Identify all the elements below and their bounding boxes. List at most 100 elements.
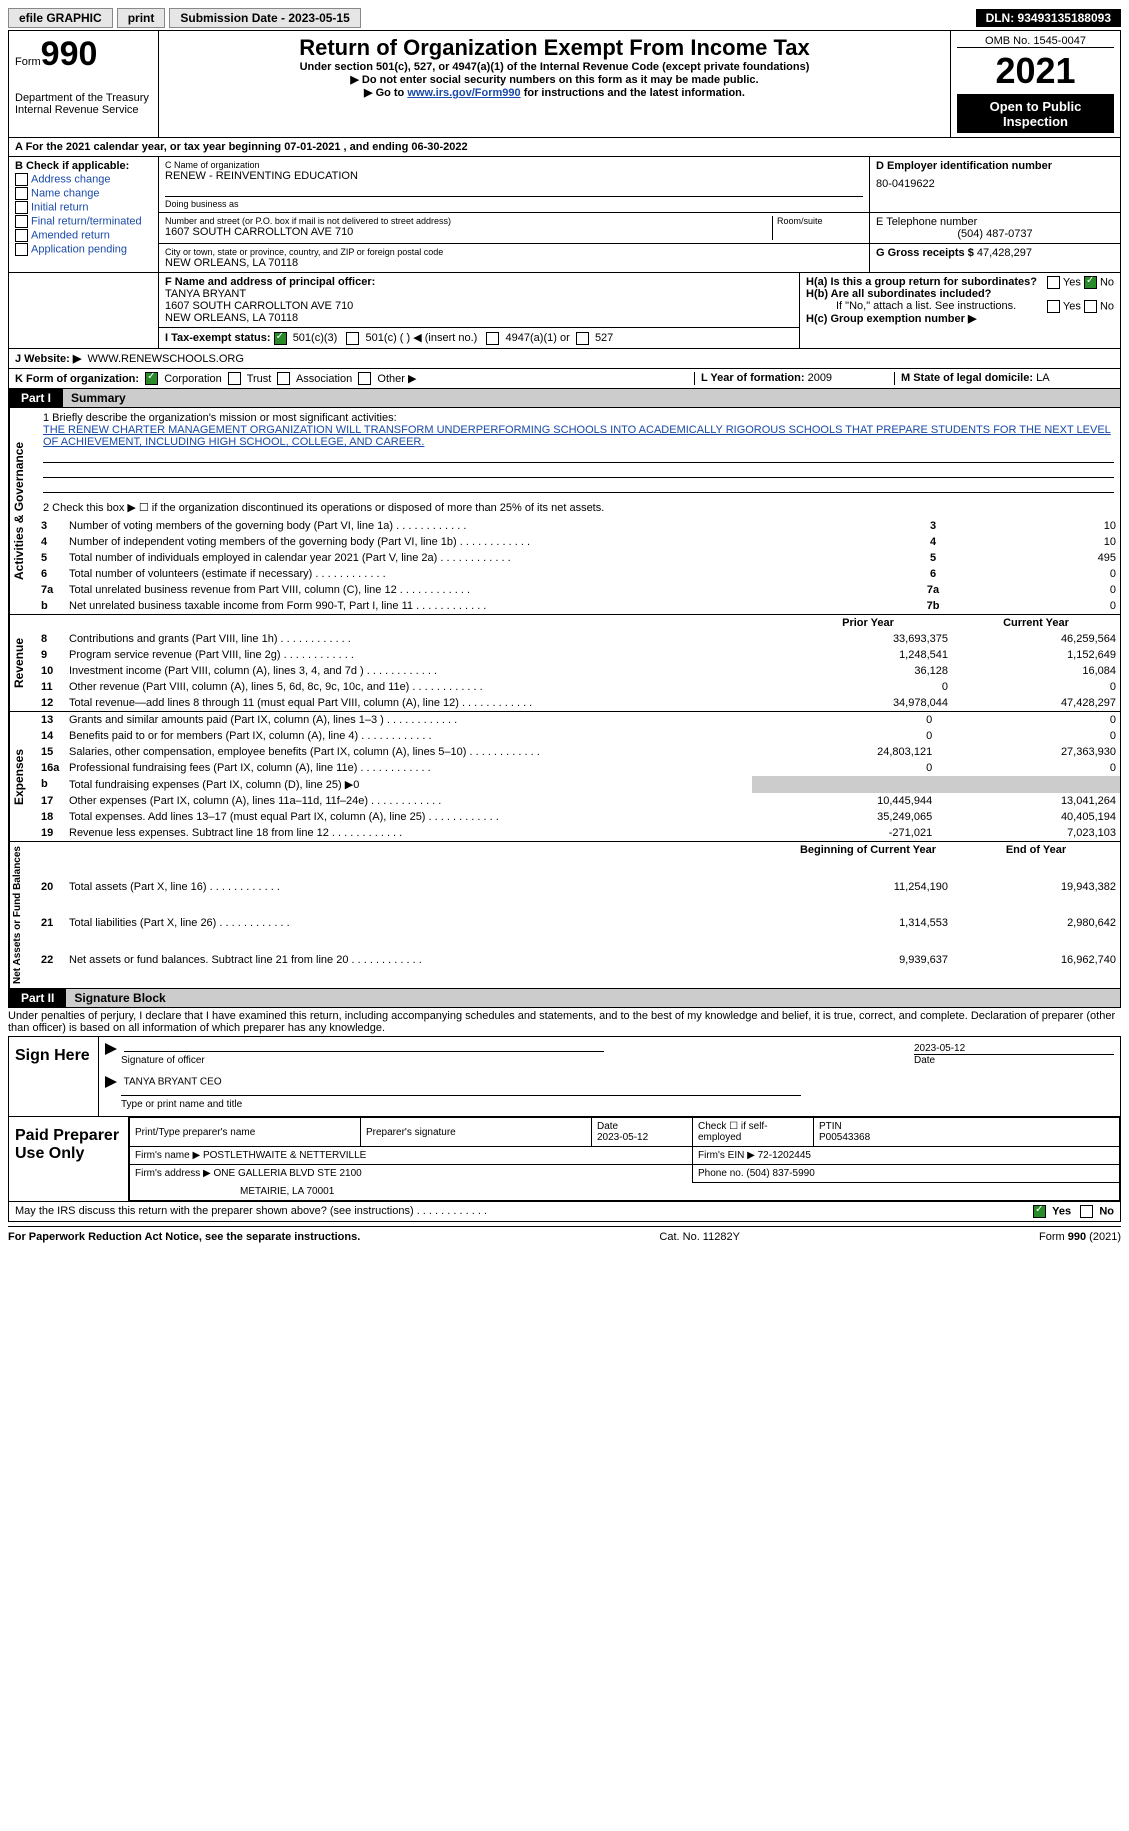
- box-f-label: F Name and address of principal officer:: [165, 276, 375, 288]
- summary-row: 14 Benefits paid to or for members (Part…: [37, 728, 1120, 744]
- checkbox-icon[interactable]: [576, 332, 589, 345]
- checkbox-icon[interactable]: [277, 372, 290, 385]
- preparer-label: Paid Preparer Use Only: [9, 1117, 129, 1201]
- website-value: WWW.RENEWSCHOOLS.ORG: [87, 353, 243, 365]
- summary-row: 19 Revenue less expenses. Subtract line …: [37, 825, 1120, 841]
- box-d-label: D Employer identification number: [876, 160, 1052, 172]
- penalties-text: Under penalties of perjury, I declare th…: [8, 1008, 1121, 1036]
- firm-addr: ONE GALLERIA BLVD STE 2100: [214, 1168, 362, 1179]
- org-name: RENEW - REINVENTING EDUCATION: [165, 170, 863, 182]
- firm-ein: 72-1202445: [758, 1150, 811, 1161]
- top-bar: efile GRAPHIC print Submission Date - 20…: [8, 8, 1121, 28]
- summary-row: 20 Total assets (Part X, line 16) 11,254…: [37, 879, 1120, 916]
- identity-block: B Check if applicable: Address change Na…: [8, 157, 1121, 273]
- checkbox-icon[interactable]: [1084, 300, 1097, 313]
- sig-officer-label: Signature of officer: [121, 1055, 205, 1066]
- checkbox-icon[interactable]: [15, 201, 28, 214]
- chk-name: Name change: [31, 187, 100, 199]
- checkbox-icon[interactable]: [1080, 1205, 1093, 1218]
- box-g-label: G Gross receipts $: [876, 247, 974, 259]
- checkbox-icon[interactable]: [15, 215, 28, 228]
- goto-post: for instructions and the latest informat…: [521, 87, 745, 99]
- mission-text: THE RENEW CHARTER MANAGEMENT ORGANIZATIO…: [43, 424, 1111, 448]
- checkbox-icon[interactable]: [1047, 276, 1060, 289]
- summary-row: 5 Total number of individuals employed i…: [37, 550, 1120, 566]
- summary-row: 12 Total revenue—add lines 8 through 11 …: [37, 695, 1120, 711]
- summary-row: 6 Total number of volunteers (estimate i…: [37, 566, 1120, 582]
- goto-pre: ▶ Go to: [364, 87, 407, 99]
- part2-title: Signature Block: [66, 989, 1120, 1007]
- summary-row: 21 Total liabilities (Part X, line 26) 1…: [37, 915, 1120, 952]
- checkbox-icon[interactable]: [346, 332, 359, 345]
- year-formation: 2009: [808, 372, 832, 384]
- ha-label: H(a) Is this a group return for subordin…: [806, 276, 1037, 288]
- sig-date: 2023-05-12: [914, 1043, 965, 1054]
- sign-block: Sign Here Signature of officer 2023-05-1…: [8, 1036, 1121, 1117]
- box-k-label: K Form of organization:: [15, 373, 139, 385]
- summary-row: b Total fundraising expenses (Part IX, c…: [37, 776, 1120, 793]
- checkbox-icon[interactable]: [358, 372, 371, 385]
- rev-vlabel: Revenue: [9, 615, 37, 711]
- checkbox-icon[interactable]: [15, 243, 28, 256]
- sign-here-label: Sign Here: [9, 1037, 99, 1116]
- box-c-label: C Name of organization: [165, 160, 863, 170]
- prep-h4: Check ☐ if self-employed: [693, 1118, 814, 1147]
- box-b-title: B Check if applicable:: [15, 160, 129, 172]
- officer-name: TANYA BRYANT: [165, 288, 246, 300]
- efile-label: efile GRAPHIC: [8, 8, 113, 28]
- omb-number: OMB No. 1545-0047: [957, 35, 1114, 47]
- checkbox-icon[interactable]: [1084, 276, 1097, 289]
- expenses-section: Expenses 13 Grants and similar amounts p…: [8, 712, 1121, 842]
- chk-address: Address change: [31, 173, 111, 185]
- firm-name: POSTLETHWAITE & NETTERVILLE: [203, 1150, 366, 1161]
- form-number: 990: [41, 35, 98, 73]
- checkbox-icon[interactable]: [145, 372, 158, 385]
- governance-section: Activities & Governance 1 Briefly descri…: [8, 408, 1121, 615]
- summary-row: 8 Contributions and grants (Part VIII, l…: [37, 631, 1120, 647]
- checkbox-icon[interactable]: [1047, 300, 1060, 313]
- sig-date-label: Date: [914, 1055, 935, 1066]
- form990-link[interactable]: www.irs.gov/Form990: [407, 87, 520, 99]
- subtitle-1: Under section 501(c), 527, or 4947(a)(1)…: [165, 61, 944, 73]
- checkbox-icon[interactable]: [1033, 1205, 1046, 1218]
- officer-addr1: 1607 SOUTH CARROLLTON AVE 710: [165, 300, 353, 312]
- addr-label: Number and street (or P.O. box if mail i…: [165, 216, 768, 226]
- print-button[interactable]: print: [117, 8, 166, 28]
- form-label: Form: [15, 56, 41, 68]
- hb-label: H(b) Are all subordinates included?: [806, 288, 991, 300]
- q2-label: 2 Check this box ▶ ☐ if the organization…: [37, 497, 1120, 518]
- prep-h2: Preparer's signature: [361, 1118, 592, 1147]
- checkbox-icon[interactable]: [274, 332, 287, 345]
- summary-row: 13 Grants and similar amounts paid (Part…: [37, 712, 1120, 728]
- netassets-section: Net Assets or Fund Balances Beginning of…: [8, 842, 1121, 989]
- checkbox-icon[interactable]: [486, 332, 499, 345]
- part1-title: Summary: [63, 389, 1120, 407]
- exp-vlabel: Expenses: [9, 712, 37, 841]
- ptin-value: P00543368: [819, 1132, 870, 1143]
- open-public-badge: Open to Public Inspection: [957, 95, 1114, 133]
- checkbox-icon[interactable]: [15, 187, 28, 200]
- city-value: NEW ORLEANS, LA 70118: [165, 257, 863, 269]
- form-header: Form990 Department of the Treasury Inter…: [8, 30, 1121, 138]
- checkbox-icon[interactable]: [15, 173, 28, 186]
- prep-h1: Print/Type preparer's name: [130, 1118, 361, 1147]
- form-title: Return of Organization Exempt From Incom…: [165, 35, 944, 61]
- box-e-label: E Telephone number: [876, 216, 1114, 228]
- chk-final: Final return/terminated: [31, 215, 142, 227]
- sig-name: TANYA BRYANT CEO: [124, 1077, 222, 1088]
- checkbox-icon[interactable]: [228, 372, 241, 385]
- officer-addr2: NEW ORLEANS, LA 70118: [165, 312, 298, 324]
- summary-row: 7a Total unrelated business revenue from…: [37, 582, 1120, 598]
- part2-badge: Part II: [9, 989, 66, 1007]
- arrow-icon: [105, 1043, 117, 1055]
- checkbox-icon[interactable]: [15, 229, 28, 242]
- arrow-icon: [105, 1076, 117, 1088]
- footer-right: Form 990 (2021): [1039, 1231, 1121, 1243]
- submission-date: Submission Date - 2023-05-15: [169, 8, 360, 28]
- summary-row: 3 Number of voting members of the govern…: [37, 518, 1120, 534]
- irs-label: Internal Revenue Service: [15, 104, 152, 116]
- box-j-label: J Website: ▶: [15, 353, 81, 365]
- firm-addr2: METAIRIE, LA 70001: [130, 1183, 1120, 1201]
- subtitle-2: ▶ Do not enter social security numbers o…: [165, 73, 944, 86]
- summary-row: 22 Net assets or fund balances. Subtract…: [37, 952, 1120, 989]
